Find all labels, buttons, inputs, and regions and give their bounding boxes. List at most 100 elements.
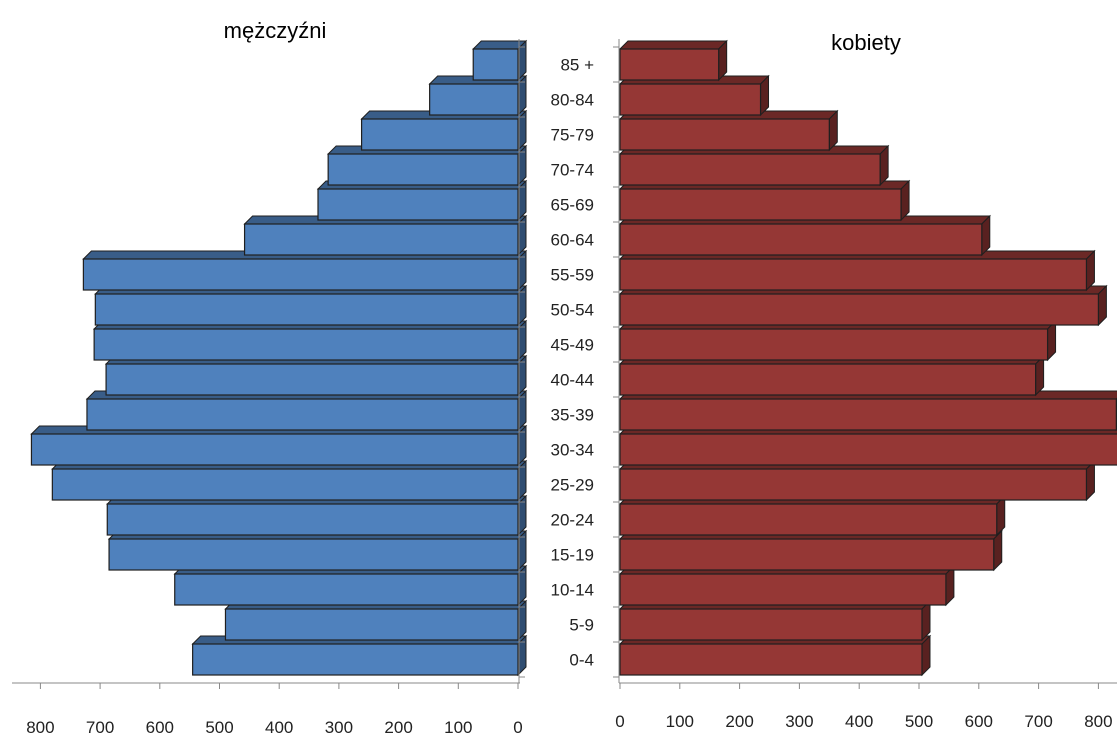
male-bar (94, 284, 528, 327)
age-group-label: 35-39 (551, 406, 594, 425)
male-bar-front (472, 48, 519, 81)
female-bar (618, 144, 890, 187)
male-bar-front (317, 188, 519, 221)
female-x-tick-label: 700 (1024, 712, 1052, 731)
female-bar (618, 529, 1003, 572)
male-bar (92, 319, 528, 362)
age-group-label: 65-69 (551, 196, 594, 215)
male-bar-front (106, 503, 519, 536)
male-x-tick-label: 600 (146, 718, 174, 737)
female-bar-front (619, 538, 995, 571)
female-bar (618, 319, 1057, 362)
female-bar (618, 214, 991, 257)
male-bar-front (93, 328, 519, 361)
male-bar (224, 599, 528, 642)
female-x-tick-label: 600 (965, 712, 993, 731)
female-bar-front (619, 503, 998, 536)
female-bar-front (619, 608, 923, 641)
male-bar (85, 389, 528, 432)
female-bar (618, 564, 956, 607)
age-group-label: 60-64 (551, 231, 594, 250)
female-bar (618, 599, 932, 642)
male-x-tick-label: 200 (384, 718, 412, 737)
female-bar (618, 354, 1045, 397)
male-bar-front (105, 363, 519, 396)
female-bar-front (619, 258, 1088, 291)
age-group-label: 10-14 (551, 581, 594, 600)
male-bar (316, 179, 528, 222)
age-group-label: 5-9 (569, 616, 594, 635)
male-bar (173, 564, 528, 607)
age-group-label: 45-49 (551, 336, 594, 355)
female-bar (618, 494, 1006, 537)
female-bar-front (619, 398, 1117, 431)
female-bar-front (619, 83, 762, 116)
male-x-tick-label: 0 (513, 718, 522, 737)
male-bar (243, 214, 528, 257)
female-bar-front (619, 48, 720, 81)
male-bar-top-face (472, 40, 528, 50)
female-panel: kobiety 0 100 200 300 400 500 600 700 800 (613, 30, 1117, 731)
male-bar-front (243, 223, 519, 256)
age-group-label: 85 + (560, 56, 594, 75)
male-bar-front (360, 118, 519, 151)
male-x-tick-label: 100 (444, 718, 472, 737)
female-bar-front (619, 118, 830, 151)
male-bar (51, 459, 528, 502)
female-x-tick-label: 500 (905, 712, 933, 731)
male-bar-front (30, 433, 519, 466)
female-bar-front (619, 188, 902, 221)
female-bar-front (619, 573, 947, 606)
age-group-label: 25-29 (551, 476, 594, 495)
male-bar (191, 634, 528, 677)
female-x-tick-label: 200 (725, 712, 753, 731)
male-bar (30, 424, 528, 467)
male-x-tick-label: 700 (86, 718, 114, 737)
female-x-tick-label: 300 (785, 712, 813, 731)
female-x-tick-label: 800 (1084, 712, 1112, 731)
female-bar-top-face (618, 40, 728, 50)
male-bar (428, 74, 528, 117)
male-bar-front (108, 538, 519, 571)
female-bar (618, 284, 1108, 327)
age-group-label: 30-34 (551, 441, 594, 460)
age-group-label: 80-84 (551, 91, 594, 110)
male-bar-front (94, 293, 519, 326)
female-bar-front (619, 328, 1049, 361)
female-bar-front (619, 153, 881, 186)
male-panel: mężczyźni 800 700 600 500 400 300 200 100 0 (12, 18, 528, 737)
female-chart-title: kobiety (831, 30, 901, 55)
male-bar-front (192, 643, 519, 676)
male-x-tick-label: 800 (26, 718, 54, 737)
male-bar (107, 529, 528, 572)
male-bar-front (86, 398, 519, 431)
male-bar-front (51, 468, 519, 501)
male-bar (82, 249, 528, 292)
female-x-tick-label: 400 (845, 712, 873, 731)
age-group-label: 70-74 (551, 161, 594, 180)
age-group-labels: 0-4 5-9 10-14 15-19 20-24 25-29 30-34 35-39 40-4… (551, 56, 595, 670)
male-x-tick-label: 500 (205, 718, 233, 737)
female-bar (618, 109, 839, 152)
female-x-tick-label: 100 (666, 712, 694, 731)
male-bar (106, 494, 528, 537)
female-bar (618, 390, 1117, 432)
female-bar-front (619, 363, 1037, 396)
female-bar (618, 249, 1096, 292)
male-x-tick-label: 400 (265, 718, 293, 737)
female-x-tick-label: 0 (615, 712, 624, 731)
female-bar-front (619, 643, 923, 676)
male-bar (326, 144, 528, 187)
age-group-label: 75-79 (551, 126, 594, 145)
female-bar (618, 179, 911, 222)
male-bar-front (429, 83, 519, 116)
female-bar-front (619, 223, 983, 256)
age-group-label: 15-19 (551, 546, 594, 565)
female-bar-front (619, 293, 1099, 326)
age-group-label: 50-54 (551, 301, 594, 320)
male-chart-title: mężczyźni (224, 18, 327, 43)
female-bar (618, 39, 728, 82)
age-group-label: 0-4 (569, 651, 594, 670)
female-bar-front (619, 433, 1117, 466)
